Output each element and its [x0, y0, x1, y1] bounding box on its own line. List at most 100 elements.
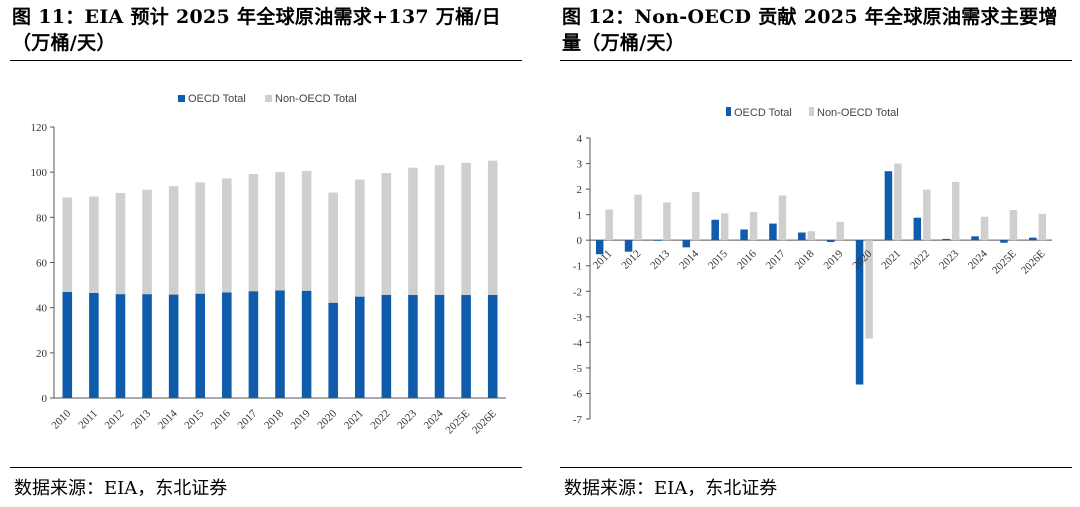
- bar: [195, 293, 206, 398]
- bar: [142, 294, 152, 398]
- y-tick-label: -3: [573, 312, 583, 324]
- bar: [222, 178, 232, 293]
- bar: [595, 240, 604, 255]
- bar: [855, 240, 864, 385]
- figure-12-top-rule: [560, 60, 1072, 61]
- bar: [248, 173, 259, 292]
- bar: [328, 192, 338, 303]
- x-tick-label: 2018: [262, 407, 286, 431]
- legend-swatch: [178, 95, 185, 102]
- x-tick-label: 2025E: [443, 407, 472, 436]
- figure-12-chart: OECD Total Non-OECD Total 4 3 2 1 0 -1 -2 -3 -4 -5 -…: [573, 107, 1052, 426]
- x-tick-label: 2013: [648, 247, 672, 271]
- bar: [605, 209, 613, 241]
- x-tick-label: 2020: [315, 407, 339, 431]
- x-tick-label: 2018: [793, 247, 817, 271]
- bar: [1009, 210, 1018, 241]
- y-tick-label: 100: [31, 167, 48, 179]
- bar: [275, 290, 285, 398]
- x-tick-label: 2010: [49, 407, 73, 431]
- bar: [354, 296, 365, 398]
- legend-label: OECD Total: [188, 93, 246, 105]
- legend-label: Non-OECD Total: [275, 93, 357, 105]
- x-tick-label: 2023: [937, 247, 961, 271]
- y-tick-label: -5: [573, 363, 583, 375]
- legend-swatch: [726, 107, 731, 116]
- x-tick-label: 2019: [822, 247, 846, 271]
- x-tick-label: 2015: [182, 407, 206, 431]
- x-tick-label: 2019: [289, 407, 313, 431]
- bar: [487, 160, 498, 295]
- bar: [769, 223, 777, 241]
- x-tick-label: 2022: [908, 248, 932, 272]
- x-tick-label: 2011: [76, 408, 100, 432]
- y-tick-label: 40: [36, 303, 48, 315]
- figure-11-panel: 图 11：EIA 预计 2025 年全球原油需求+137 万桶/日（万桶/天） …: [6, 0, 526, 507]
- bar: [740, 229, 748, 241]
- bar: [62, 291, 73, 398]
- figure-12-bottom-rule: [560, 467, 1072, 468]
- bar: [434, 294, 445, 398]
- bar: [275, 172, 285, 291]
- x-tick-label: 2021: [879, 248, 903, 272]
- bar: [971, 236, 979, 241]
- bar: [328, 302, 338, 398]
- bar: [461, 295, 471, 398]
- bar: [913, 217, 922, 241]
- bar: [884, 171, 893, 241]
- figure-11-bottom-rule: [10, 467, 522, 468]
- y-tick-label: -6: [573, 388, 583, 400]
- bar: [301, 290, 312, 398]
- bar: [634, 194, 642, 241]
- bar: [381, 173, 392, 295]
- bar: [195, 182, 206, 294]
- x-tick-label: 2026E: [1019, 248, 1048, 277]
- y-tick-label: 1: [577, 210, 583, 222]
- legend: OECD Total Non-OECD Total: [178, 93, 357, 105]
- bar: [89, 196, 99, 293]
- bar: [980, 216, 989, 241]
- bar: [653, 240, 662, 241]
- bar: [115, 192, 126, 295]
- x-tick-label: 2016: [735, 247, 759, 271]
- x-tick-label: 2017: [764, 247, 788, 271]
- figure-12-source: 数据来源：EIA，东北证券: [564, 478, 778, 499]
- bar: [951, 181, 960, 241]
- figure-11-chart: OECD Total Non-OECD Total 0 20 40 60 80 100 120 2…: [31, 93, 506, 436]
- x-tick-label: 2012: [619, 248, 643, 272]
- y-tick-label: -2: [573, 286, 582, 298]
- bar: [624, 240, 633, 252]
- y-tick-label: -4: [573, 337, 583, 349]
- y-tick-label: 20: [36, 348, 48, 360]
- y-tick-label: 2: [577, 184, 583, 196]
- bar: [778, 195, 787, 241]
- bar: [692, 192, 700, 241]
- bar: [923, 189, 931, 241]
- figure-11-source: 数据来源：EIA，东北证券: [14, 478, 228, 499]
- bar: [142, 189, 152, 295]
- figure-11-top-rule: [10, 60, 522, 61]
- bar: [749, 212, 758, 241]
- legend-swatch: [265, 95, 272, 102]
- bar: [62, 197, 73, 292]
- bar: [682, 240, 691, 248]
- bar: [168, 294, 179, 398]
- y-tick-label: -7: [573, 414, 583, 426]
- x-tick-label: 2015: [706, 247, 730, 271]
- bar: [434, 165, 445, 295]
- legend-label: Non-OECD Total: [817, 107, 899, 119]
- y-tick-label: 60: [36, 258, 48, 270]
- x-tick-label: 2025E: [990, 248, 1019, 277]
- figure-11-title: 图 11：EIA 预计 2025 年全球原油需求+137 万桶/日（万桶/天）: [12, 6, 501, 54]
- y-tick-label: 4: [577, 133, 583, 145]
- y-tick-label: 3: [577, 159, 583, 171]
- x-tick-label: 2014: [677, 247, 701, 271]
- bar: [115, 294, 126, 398]
- bar: [408, 295, 418, 398]
- y-tick-label: 120: [31, 122, 48, 134]
- bar: [248, 291, 259, 398]
- x-tick-label: 2014: [156, 407, 180, 431]
- figure-12-panel: 图 12：Non-OECD 贡献 2025 年全球原油需求主要增量（万桶/天） …: [556, 0, 1076, 507]
- x-tick-label: 2013: [129, 407, 153, 431]
- bar: [942, 238, 950, 241]
